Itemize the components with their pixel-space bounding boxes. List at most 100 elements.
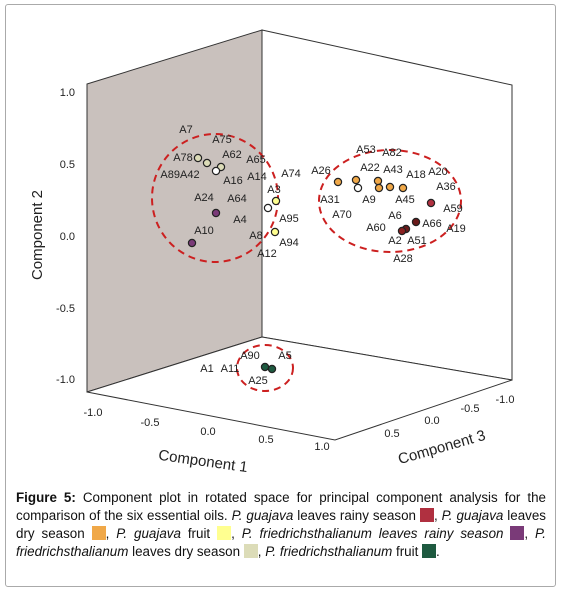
legend-swatch — [510, 526, 525, 540]
caption-text: , — [524, 526, 536, 541]
y-tick-label: 0.0 — [60, 231, 75, 243]
x-tick-label: 0.0 — [200, 426, 215, 438]
caption-text: P. guajava — [441, 508, 504, 523]
y-tick-label: 0.5 — [60, 159, 75, 171]
point — [202, 158, 212, 168]
point-label: A78 — [173, 152, 193, 164]
caption-text: , — [257, 544, 266, 559]
point-label: A18 — [406, 169, 426, 181]
point-label: A20 — [428, 166, 448, 178]
point — [270, 227, 280, 237]
point-label: A3 — [267, 184, 280, 196]
caption-text: leaves dry season — [16, 508, 550, 541]
point — [267, 364, 277, 374]
point — [333, 177, 343, 187]
x-tick-label: -1.0 — [84, 407, 103, 419]
point-label: A59 — [443, 203, 463, 215]
back-left-wall — [86, 29, 263, 393]
legend-swatch — [217, 526, 232, 540]
legend-swatch — [243, 544, 258, 558]
caption-text: . — [436, 544, 440, 559]
caption-text: P. friedrichsthalianum — [16, 526, 550, 559]
point-label: A8 — [249, 230, 262, 242]
point-label: A5 — [278, 350, 291, 362]
point — [397, 226, 407, 236]
z-tick-label: -0.5 — [461, 403, 480, 415]
point-label: A28 — [393, 253, 413, 265]
caption-text: P. guajava — [116, 526, 181, 541]
point-label: A24 — [194, 192, 214, 204]
point — [373, 176, 383, 186]
point-label: A89A42 — [160, 169, 199, 181]
x-tick-label: 1.0 — [314, 441, 329, 453]
point-label: A90 — [240, 350, 260, 362]
point — [260, 362, 270, 372]
point-label: A75 — [212, 134, 232, 146]
point-label: A11 — [221, 363, 240, 375]
point-label: A53 — [356, 144, 376, 156]
point — [187, 238, 197, 248]
caption-text: Figure 5: — [16, 490, 76, 505]
point-label: A4 — [233, 214, 246, 226]
point — [351, 175, 361, 185]
point-label: A26 — [311, 165, 331, 177]
point — [211, 208, 221, 218]
point-label: A43 — [383, 164, 403, 176]
x-tick-label: -0.5 — [141, 417, 160, 429]
point-label: A70 — [332, 209, 352, 221]
point — [353, 183, 363, 193]
point-label: A62 — [222, 149, 242, 161]
floor — [86, 336, 513, 441]
x-tick-label: 0.5 — [258, 434, 273, 446]
point-label: A45 — [395, 194, 415, 206]
chart: Component 2 Component 1 Component 3 1.0 0… — [29, 29, 515, 476]
caption-text: fruit — [180, 526, 218, 541]
y-tick-label: 1.0 — [60, 87, 75, 99]
point-label: A31 — [320, 194, 340, 206]
point — [271, 196, 281, 206]
y-tick-label: -0.5 — [56, 303, 75, 315]
legend-swatch — [419, 508, 434, 522]
x-axis-title: Component 1 — [157, 447, 249, 476]
point — [193, 153, 203, 163]
z-tick-label: -1.0 — [496, 394, 515, 406]
point-label: A1 — [200, 363, 213, 375]
point-label: A65 — [246, 154, 266, 166]
point-label: A16 — [223, 175, 243, 187]
point-label: A51 — [407, 235, 427, 247]
z-axis-title: Component 3 — [396, 427, 487, 468]
z-tick-label: 0.0 — [424, 415, 439, 427]
point-label: A36 — [436, 181, 456, 193]
point-label: A25 — [248, 375, 268, 387]
caption-text: P. friedrichsthalianum leaves rainy seas… — [241, 526, 504, 541]
point-label: A9 — [362, 194, 375, 206]
point-label: A64 — [227, 193, 247, 205]
point-label: A82 — [382, 147, 402, 159]
caption-text: P. friedrichsthalianum — [265, 544, 393, 559]
point-label: A2 — [388, 235, 401, 247]
point — [211, 166, 221, 176]
caption-text: , — [433, 508, 442, 523]
legend-swatch — [91, 526, 106, 540]
point — [385, 182, 395, 192]
point-label: A7 — [179, 124, 192, 136]
z-tick-label: 0.5 — [384, 428, 399, 440]
point — [263, 203, 273, 213]
legend-swatch — [422, 544, 437, 558]
cluster-outline — [236, 344, 294, 392]
caption-text: Component plot in rotated space for prin… — [16, 490, 550, 523]
point — [398, 183, 408, 193]
point-label: A66 — [422, 218, 442, 230]
caption-text: fruit — [392, 544, 423, 559]
caption-text: , — [231, 526, 242, 541]
y-axis-title: Component 2 — [29, 190, 46, 280]
point-label: A19 — [446, 223, 466, 235]
point-label: A60 — [366, 222, 386, 234]
point-label: A6 — [388, 210, 401, 222]
caption-text: leaves dry season — [128, 544, 244, 559]
caption: Figure 5: Component plot in rotated spac… — [16, 489, 546, 561]
cluster-outline — [318, 149, 462, 253]
point-label: A14 — [247, 171, 267, 183]
point — [374, 183, 384, 193]
